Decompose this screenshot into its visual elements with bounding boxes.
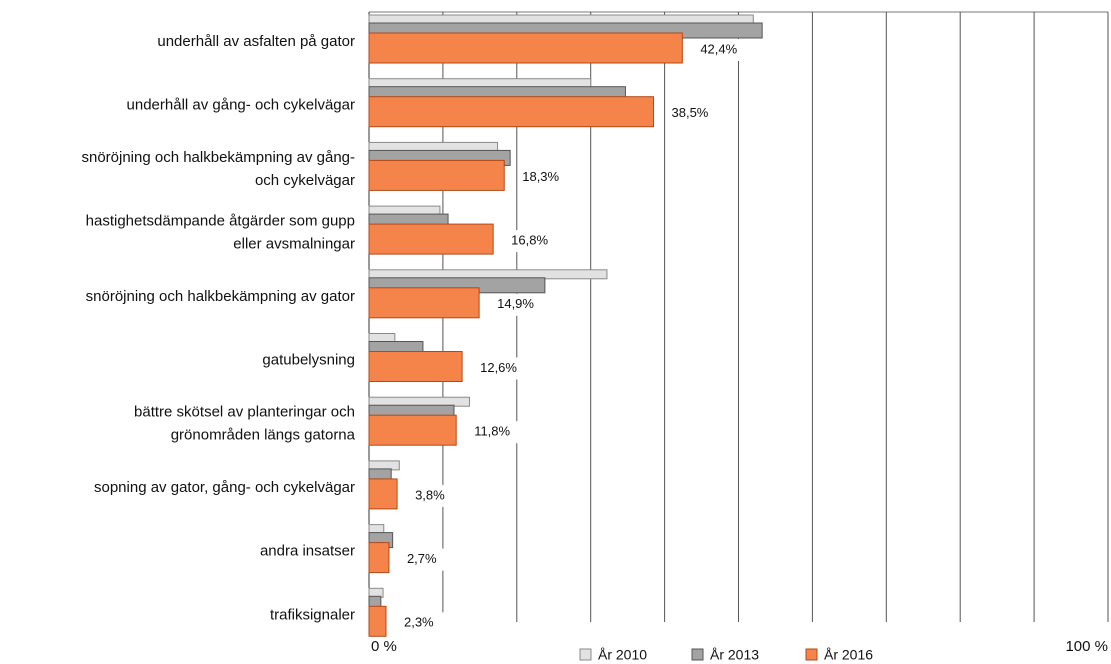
value-label: 42,4%: [700, 41, 737, 56]
bar: [368, 96, 655, 128]
value-label-bg: [518, 166, 567, 189]
category-label: hastighetsdämpande åtgärder som gupp elle…: [86, 213, 355, 253]
bar: [368, 605, 387, 637]
category-label: trafiksignaler: [270, 606, 355, 623]
value-label-bg: [507, 230, 556, 253]
category-label: andra insatser: [260, 543, 355, 560]
value-label: 2,7%: [407, 551, 437, 566]
value-label-bg: [476, 357, 525, 380]
legend-label: År 2013: [710, 647, 759, 663]
bar: [368, 159, 505, 191]
value-label: 11,8%: [474, 424, 510, 439]
legend-swatch: [805, 648, 818, 661]
value-label-bg: [696, 39, 745, 61]
category-label: underhåll av asfalten på gator: [157, 33, 355, 50]
bar: [368, 542, 390, 574]
legend-swatch: [691, 648, 704, 661]
value-label-bg: [411, 484, 460, 507]
legend-swatch: [579, 648, 592, 661]
value-label-bg: [399, 612, 448, 635]
legend-label: År 2016: [824, 647, 873, 663]
category-label: underhåll av gång- och cykelvägar: [127, 97, 355, 114]
x-tick-label: 0 %: [371, 638, 397, 655]
value-label: 14,9%: [497, 296, 534, 311]
legend-label: År 2010: [598, 647, 647, 663]
category-label: snöröjning och halkbekämpning av gator: [86, 288, 355, 305]
category-label: gatubelysning: [262, 351, 355, 368]
value-label: 38,5%: [672, 105, 709, 120]
value-label-bg: [493, 293, 542, 316]
bar: [368, 414, 457, 446]
bar: [368, 478, 398, 510]
value-label: 12,6%: [480, 360, 517, 375]
value-label: 18,3%: [522, 169, 559, 184]
bar: [368, 223, 494, 255]
value-label: 16,8%: [511, 233, 548, 248]
x-tick-label: 100 %: [1065, 638, 1108, 655]
bar: [368, 287, 480, 319]
category-label: bättre skötsel av planteringar och grönom…: [134, 404, 356, 444]
value-label-bg: [667, 102, 716, 125]
category-label: sopning av gator, gång- och cykelvägar: [94, 479, 355, 496]
value-label: 3,8%: [415, 487, 445, 502]
value-label-bg: [402, 548, 451, 571]
value-label-bg: [470, 421, 519, 444]
bar: [368, 351, 463, 382]
value-label: 2,3%: [404, 615, 434, 630]
category-label: snöröjning och halkbekämpning av gång-oc…: [81, 149, 355, 189]
bar: [368, 32, 683, 64]
